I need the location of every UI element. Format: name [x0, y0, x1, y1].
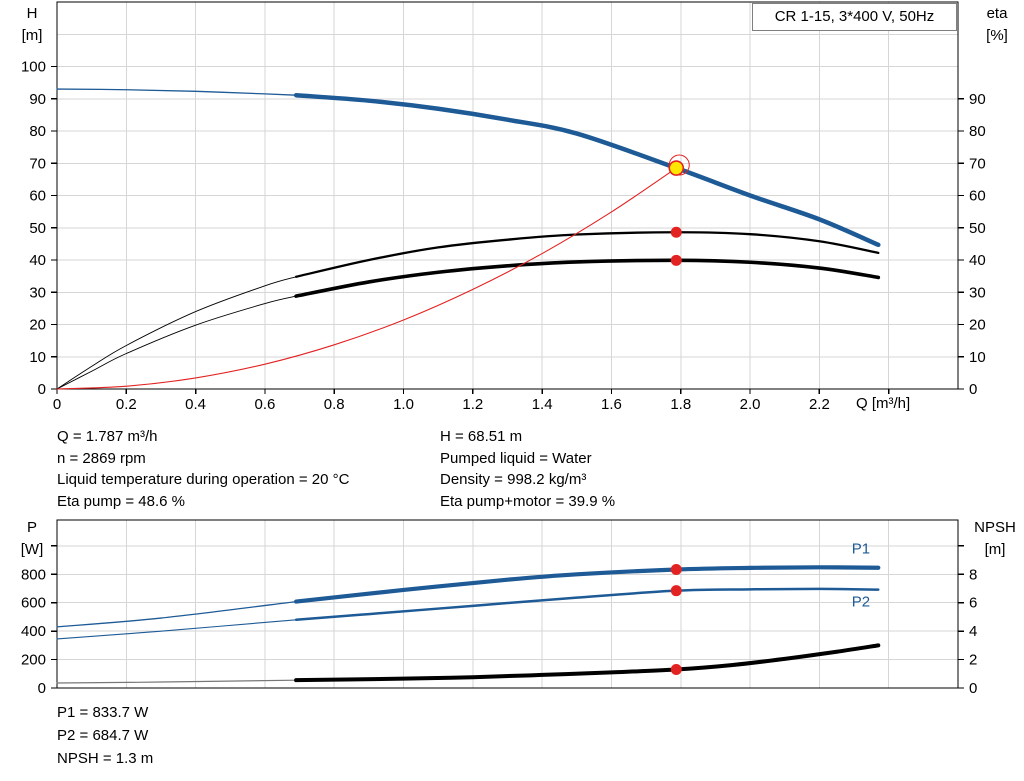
h-axis-label-line1: H	[26, 5, 38, 22]
p-axis-label: P [W]	[8, 517, 56, 561]
eta-pump-motor-marker	[670, 254, 682, 266]
svg-text:2.2: 2.2	[809, 396, 830, 413]
eta-pump-motor-curve	[294, 258, 881, 298]
svg-text:100: 100	[21, 59, 46, 76]
svg-text:8: 8	[969, 566, 977, 583]
p1-curve	[294, 565, 881, 604]
svg-text:60: 60	[969, 188, 986, 205]
annotation-q: Q = 1.787 m³/h	[57, 428, 158, 445]
p2-curve	[56, 619, 297, 640]
svg-text:10: 10	[29, 349, 46, 366]
annotation-eta-pump: Eta pump = 48.6 %	[57, 492, 185, 510]
eta-axis-label-line1: eta	[986, 5, 1008, 22]
pump-title: CR 1-15, 3*400 V, 50Hz	[774, 8, 935, 25]
svg-text:200: 200	[21, 652, 46, 669]
pump-title-box: CR 1-15, 3*400 V, 50Hz	[752, 3, 957, 31]
p-axis-label-line1: P	[26, 519, 37, 536]
svg-text:20: 20	[969, 317, 986, 334]
annotation-liquid-temp: Liquid temperature during operation = 20…	[57, 471, 350, 488]
system-curve	[56, 167, 677, 390]
annotation-n: n = 2869 rpm	[57, 449, 146, 467]
annotation-h: H = 68.51 m	[440, 428, 523, 445]
svg-text:40: 40	[29, 252, 46, 269]
annotation-block-bottom: P1 = 833.7 W P2 = 684.7 W NPSH = 1.3 m	[57, 701, 153, 770]
annotation-block-left: Q = 1.787 m³/h n = 2869 rpm Liquid tempe…	[57, 426, 349, 512]
annotation-p1: P1 = 833.7 W	[57, 704, 149, 721]
eta-axis-label-line2: [%]	[986, 27, 1008, 44]
eta-pump-curve	[294, 231, 880, 278]
eta-pump-curve	[56, 276, 297, 390]
npsh-curve	[56, 679, 297, 684]
svg-text:0: 0	[38, 680, 46, 697]
svg-text:4: 4	[969, 623, 977, 640]
svg-text:0: 0	[969, 680, 977, 697]
svg-text:0.2: 0.2	[116, 396, 137, 413]
curve-label-p1: P1	[852, 541, 870, 558]
svg-text:30: 30	[969, 284, 986, 301]
power-npsh-chart: 0 200 400 600 800 0 2 4 6 8 P1 P2	[21, 519, 977, 697]
svg-text:1.2: 1.2	[462, 396, 483, 413]
h-curve	[56, 88, 297, 96]
svg-text:0.6: 0.6	[254, 396, 275, 413]
svg-text:1.6: 1.6	[601, 396, 622, 413]
p1-marker	[670, 564, 682, 576]
svg-text:40: 40	[969, 252, 986, 269]
svg-text:400: 400	[21, 623, 46, 640]
svg-text:60: 60	[29, 188, 46, 205]
eta-axis-label: eta [%]	[974, 3, 1020, 47]
svg-text:20: 20	[29, 317, 46, 334]
p-axis-label-line2: [W]	[20, 541, 44, 558]
npsh-axis-label: NPSH [m]	[966, 517, 1024, 561]
svg-text:800: 800	[21, 566, 46, 583]
svg-text:6: 6	[969, 595, 977, 612]
svg-text:0: 0	[53, 396, 61, 413]
p1-curve	[56, 600, 297, 628]
svg-text:70: 70	[29, 155, 46, 172]
npsh-axis-label-line1: NPSH	[974, 519, 1016, 536]
svg-text:10: 10	[969, 349, 986, 366]
svg-text:1.0: 1.0	[393, 396, 414, 413]
annotation-npsh: NPSH = 1.3 m	[57, 750, 154, 767]
svg-text:600: 600	[21, 595, 46, 612]
svg-text:0: 0	[38, 381, 46, 398]
hq-eta-chart: 0 10 20 30 40 50 60 70 80 90 100 0 10 20 30 40 50 60 70 80 9…	[21, 1, 986, 413]
svg-text:0: 0	[969, 381, 977, 398]
annotation-pumped-liquid: Pumped liquid = Water	[440, 449, 592, 467]
npsh-marker	[670, 664, 682, 676]
npsh-curve	[294, 643, 881, 683]
h-axis-label-line2: [m]	[21, 27, 43, 44]
annotation-block-right: H = 68.51 m Pumped liquid = Water Densit…	[440, 426, 615, 512]
q-axis-label: Q [m³/h]	[856, 395, 911, 412]
svg-text:70: 70	[969, 155, 986, 172]
svg-text:0.4: 0.4	[185, 396, 206, 413]
annotation-p2: P2 = 684.7 W	[57, 727, 149, 744]
p2-curve	[294, 587, 880, 622]
plot-border	[56, 519, 959, 689]
curve-label-p2: P2	[852, 594, 870, 611]
svg-text:90: 90	[29, 91, 46, 108]
svg-text:50: 50	[29, 220, 46, 237]
svg-text:2.0: 2.0	[740, 396, 761, 413]
svg-text:30: 30	[29, 284, 46, 301]
h-axis-label: H [m]	[8, 3, 56, 47]
eta-pump-marker	[670, 226, 682, 238]
svg-text:50: 50	[969, 220, 986, 237]
svg-text:80: 80	[29, 123, 46, 140]
svg-text:0.8: 0.8	[324, 396, 345, 413]
svg-text:90: 90	[969, 91, 986, 108]
svg-text:1.4: 1.4	[532, 396, 553, 413]
svg-text:2: 2	[969, 652, 977, 669]
annotation-eta-pump-motor: Eta pump+motor = 39.9 %	[440, 492, 616, 510]
svg-text:1.8: 1.8	[670, 396, 691, 413]
svg-text:80: 80	[969, 123, 986, 140]
h-curve	[293, 92, 881, 248]
annotation-density: Density = 998.2 kg/m³	[440, 471, 587, 488]
duty-point-marker	[668, 160, 685, 176]
p2-marker	[670, 585, 682, 597]
npsh-axis-label-line2: [m]	[984, 541, 1006, 558]
eta-pump-motor-curve	[56, 295, 297, 390]
